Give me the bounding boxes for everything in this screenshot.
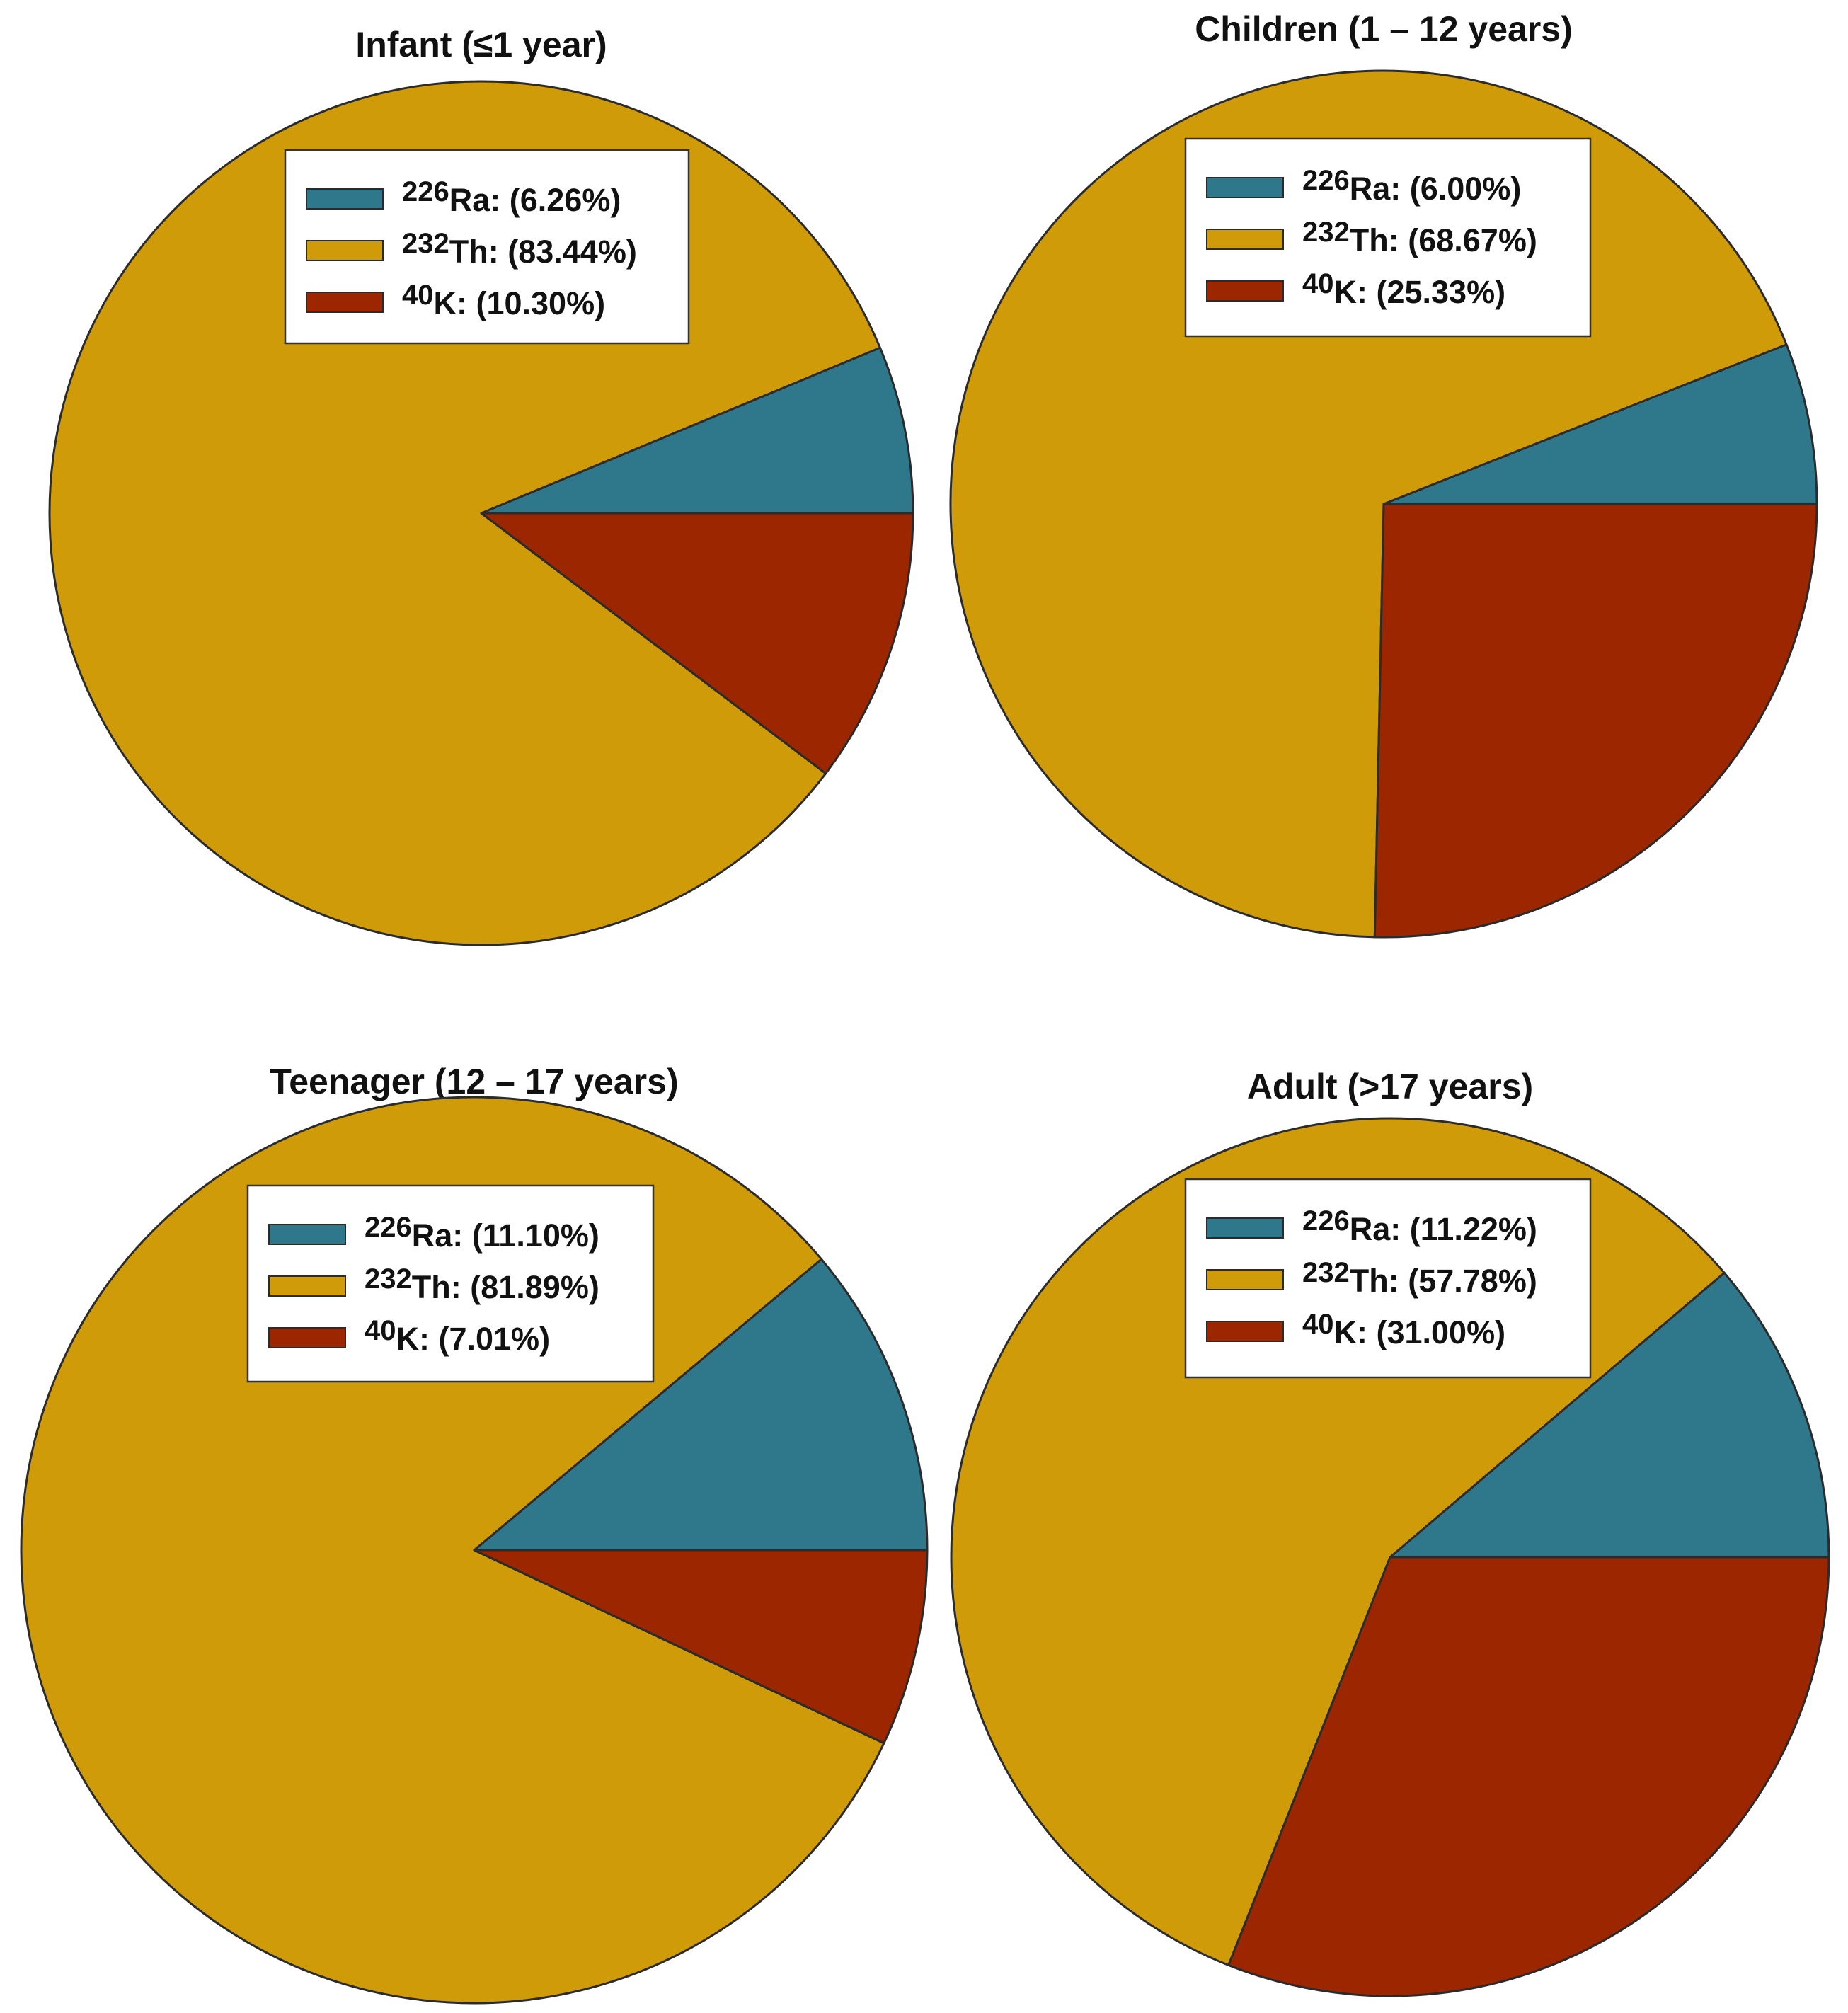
legend-symbol: Th bbox=[1350, 222, 1389, 258]
legend-percent: : (25.33%) bbox=[1357, 274, 1505, 310]
legend-symbol: K bbox=[434, 285, 457, 321]
legend-percent: : (7.01%) bbox=[419, 1321, 550, 1357]
legend-symbol: Ra bbox=[1350, 171, 1391, 207]
legend-swatch-th bbox=[1206, 229, 1284, 250]
chart-title: Infant (≤1 year) bbox=[355, 25, 607, 64]
legend-percent: : (11.22%) bbox=[1390, 1211, 1537, 1247]
legend-entry-ra: 226Ra: (6.00%) bbox=[1302, 165, 1521, 207]
chart-title: Children (1 – 12 years) bbox=[1195, 9, 1573, 49]
legend-mass-number: 226 bbox=[402, 176, 449, 207]
legend-percent: : (68.67%) bbox=[1389, 222, 1537, 258]
legend-percent: : (31.00%) bbox=[1357, 1314, 1505, 1350]
legend-entry-th: 232Th: (68.67%) bbox=[1302, 217, 1537, 258]
legend-symbol: Ra bbox=[1350, 1211, 1391, 1247]
legend-swatch-ra bbox=[1206, 177, 1284, 198]
legend-percent: : (57.78%) bbox=[1389, 1263, 1537, 1299]
legend-percent: : (81.89%) bbox=[451, 1269, 599, 1305]
legend-mass-number: 226 bbox=[1302, 165, 1350, 196]
legend-entry-k: 40K: (10.30%) bbox=[402, 280, 605, 321]
legend-percent: : (10.30%) bbox=[457, 285, 605, 321]
legend-percent: : (11.10%) bbox=[452, 1217, 599, 1254]
legend-entry-k: 40K: (7.01%) bbox=[365, 1315, 550, 1357]
legend-entry-th: 232Th: (57.78%) bbox=[1302, 1257, 1537, 1299]
legend-swatch-th bbox=[1206, 1269, 1284, 1290]
legend-swatch-ra bbox=[306, 188, 384, 210]
legend-swatch-k bbox=[306, 292, 384, 313]
legend-entry-ra: 226Ra: (11.22%) bbox=[1302, 1205, 1537, 1247]
legend-entry-k: 40K: (25.33%) bbox=[1302, 268, 1505, 310]
legend-symbol: K bbox=[396, 1321, 420, 1357]
legend-symbol: K bbox=[1334, 1314, 1358, 1350]
legend-mass-number: 226 bbox=[365, 1212, 412, 1243]
legend-mass-number: 226 bbox=[1302, 1205, 1350, 1237]
legend-mass-number: 40 bbox=[1302, 1309, 1334, 1340]
pie-panel-1: Infant (≤1 year) 226Ra: (6.26%) 232Th: (83… bbox=[48, 25, 914, 946]
pie-slice-th bbox=[20, 1096, 885, 2005]
legend-mass-number: 40 bbox=[365, 1315, 396, 1346]
legend: 226Ra: (11.10%) 232Th: (81.89%) 40K: (7.01… bbox=[246, 1184, 655, 1383]
pie-slice-k bbox=[1227, 1556, 1830, 1997]
legend-mass-number: 232 bbox=[365, 1263, 412, 1295]
legend-percent: : (6.26%) bbox=[490, 182, 621, 218]
legend-entry-k: 40K: (31.00%) bbox=[1302, 1309, 1505, 1350]
legend-mass-number: 232 bbox=[1302, 217, 1350, 248]
legend-swatch-th bbox=[306, 240, 384, 261]
pie-slice-k bbox=[480, 512, 914, 775]
legend-symbol: K bbox=[1334, 274, 1358, 310]
legend-percent: : (83.44%) bbox=[488, 234, 637, 270]
legend-mass-number: 40 bbox=[1302, 268, 1334, 299]
legend-swatch-ra bbox=[268, 1224, 346, 1245]
legend-entry-ra: 226Ra: (11.10%) bbox=[365, 1212, 599, 1254]
legend-symbol: Th bbox=[412, 1269, 451, 1305]
legend: 226Ra: (6.26%) 232Th: (83.44%) 40K: (10.30… bbox=[284, 149, 690, 345]
pie-slice-ra bbox=[1382, 343, 1818, 505]
pie-panel-3: Teenager (12 – 17 years)226Ra: (11.10%)2… bbox=[20, 1062, 929, 2005]
legend-symbol: Th bbox=[449, 234, 488, 270]
legend-swatch-th bbox=[268, 1275, 346, 1297]
legend-swatch-k bbox=[268, 1327, 346, 1348]
pie-slice-ra bbox=[1389, 1271, 1830, 1559]
legend-symbol: Th bbox=[1350, 1263, 1389, 1299]
chart-title: Adult (>17 years) bbox=[1247, 1067, 1533, 1106]
legend-swatch-k bbox=[1206, 1321, 1284, 1342]
pie-slice-ra bbox=[480, 346, 914, 515]
pie-slice-k bbox=[1373, 503, 1818, 939]
legend-swatch-ra bbox=[1206, 1217, 1284, 1239]
pie-panel-2: Children (1 – 12 years) 226Ra: (6.00%) 232… bbox=[949, 9, 1818, 939]
legend: 226Ra: (6.00%) 232Th: (68.67%) 40K: (25.33… bbox=[1184, 137, 1592, 338]
legend-percent: : (6.00%) bbox=[1390, 171, 1521, 207]
legend-mass-number: 232 bbox=[402, 228, 449, 259]
pie-slice-ra bbox=[473, 1258, 929, 1552]
legend-swatch-k bbox=[1206, 280, 1284, 302]
legend: 226Ra: (11.22%) 232Th: (57.78%) 40K: (31.0… bbox=[1184, 1178, 1592, 1379]
legend-mass-number: 232 bbox=[1302, 1257, 1350, 1288]
legend-symbol: Ra bbox=[412, 1217, 453, 1254]
pie-slice-k bbox=[473, 1549, 929, 1745]
legend-mass-number: 40 bbox=[402, 280, 434, 311]
chart-title: Teenager (12 – 17 years) bbox=[270, 1062, 678, 1101]
legend-entry-th: 232Th: (83.44%) bbox=[402, 228, 637, 270]
legend-symbol: Ra bbox=[449, 182, 490, 218]
pie-panel-4: Adult (>17 years)226Ra: (11.22%)232Th: (… bbox=[950, 1067, 1830, 1997]
legend-entry-ra: 226Ra: (6.26%) bbox=[402, 176, 621, 218]
legend-entry-th: 232Th: (81.89%) bbox=[365, 1263, 599, 1305]
